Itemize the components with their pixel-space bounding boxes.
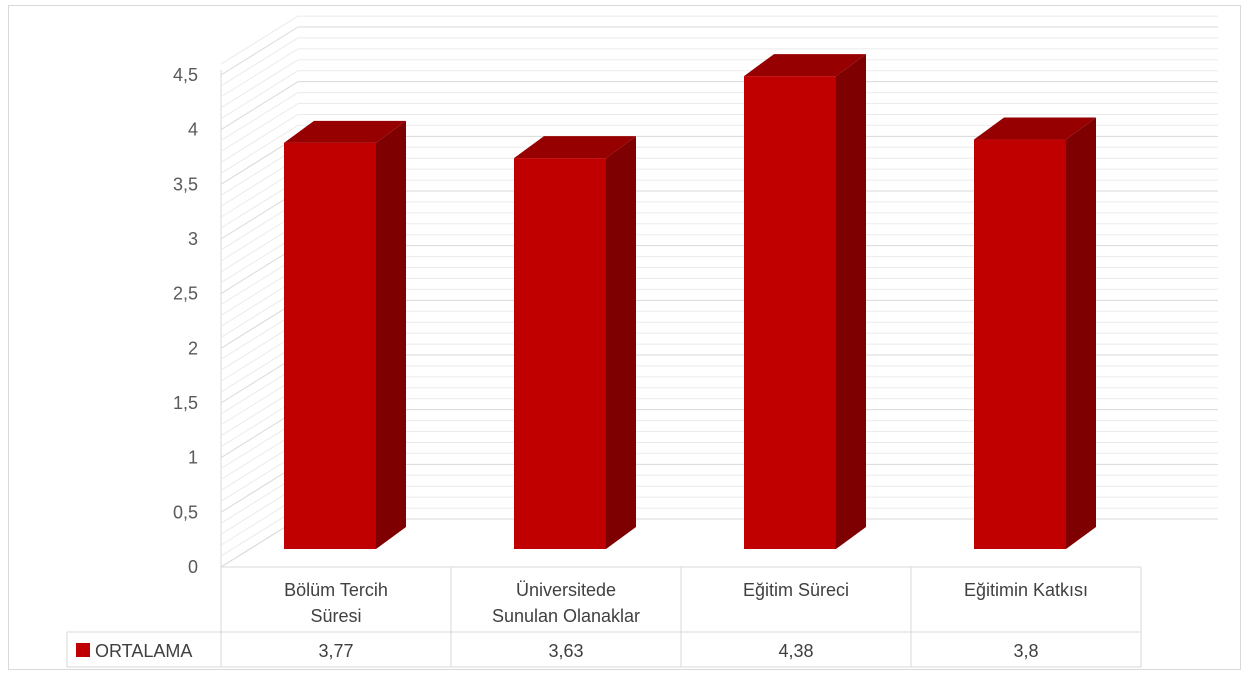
bar bbox=[284, 142, 376, 549]
y-tick-label: 0,5 bbox=[173, 502, 198, 522]
y-tick-label: 2,5 bbox=[173, 284, 198, 304]
category-label: Eğitim Süreci bbox=[743, 580, 849, 600]
bar-top bbox=[284, 120, 406, 143]
gridline-side bbox=[220, 70, 299, 120]
category-label: Üniversitede bbox=[516, 580, 616, 600]
y-tick-label: 3 bbox=[188, 229, 198, 249]
y-tick-label: 1,5 bbox=[173, 393, 198, 413]
data-table-value: 3,8 bbox=[1013, 641, 1038, 661]
y-tick-label: 0 bbox=[188, 557, 198, 577]
gridline-side bbox=[220, 37, 299, 87]
category-label: Bölüm Tercih bbox=[284, 580, 388, 600]
data-table-value: 3,63 bbox=[548, 641, 583, 661]
bar bbox=[514, 158, 606, 549]
gridline-side bbox=[220, 114, 299, 163]
data-table: Bölüm Tercih Süresi 3,77 Üniversitede Sunula… bbox=[66, 566, 1142, 668]
bar-top bbox=[974, 117, 1096, 140]
bar-side bbox=[1066, 117, 1096, 550]
data-table-value: 3,77 bbox=[318, 641, 353, 661]
y-axis-ticks: 0 0,5 1 1,5 2 2,5 3 3,5 4 4,5 bbox=[173, 65, 198, 577]
y-tick-label: 4 bbox=[188, 120, 198, 140]
gridline-side bbox=[220, 92, 299, 142]
gridline-side bbox=[220, 48, 299, 98]
bar bbox=[744, 76, 836, 550]
gridline-side bbox=[220, 26, 299, 76]
y-tick-label: 1 bbox=[188, 448, 198, 468]
bar-side bbox=[376, 120, 406, 550]
bars bbox=[284, 54, 1096, 550]
gridline-side bbox=[220, 103, 299, 152]
bar-group bbox=[744, 54, 866, 550]
category-label: Sunulan Olanaklar bbox=[492, 606, 640, 626]
bar-top bbox=[514, 136, 636, 159]
data-table-value: 4,38 bbox=[778, 641, 813, 661]
bar bbox=[974, 139, 1066, 550]
bar-side bbox=[836, 54, 866, 550]
bar-side bbox=[606, 136, 636, 549]
y-tick-label: 2 bbox=[188, 338, 198, 358]
gridline-side bbox=[220, 81, 299, 131]
category-label: Eğitimin Katkısı bbox=[964, 580, 1088, 600]
gridline-side bbox=[220, 59, 299, 109]
bar-group bbox=[514, 136, 636, 549]
bar-group bbox=[974, 117, 1096, 550]
gridline-side bbox=[220, 15, 299, 65]
legend-swatch bbox=[76, 643, 90, 657]
bar-group bbox=[284, 120, 406, 550]
category-label: Süresi bbox=[310, 606, 361, 626]
bar-top bbox=[744, 54, 866, 77]
legend-label: ORTALAMA bbox=[95, 641, 192, 661]
chart-frame bbox=[8, 5, 1241, 670]
y-tick-label: 4,5 bbox=[173, 65, 198, 85]
gridline-side bbox=[220, 124, 299, 174]
y-tick-label: 3,5 bbox=[173, 174, 198, 194]
